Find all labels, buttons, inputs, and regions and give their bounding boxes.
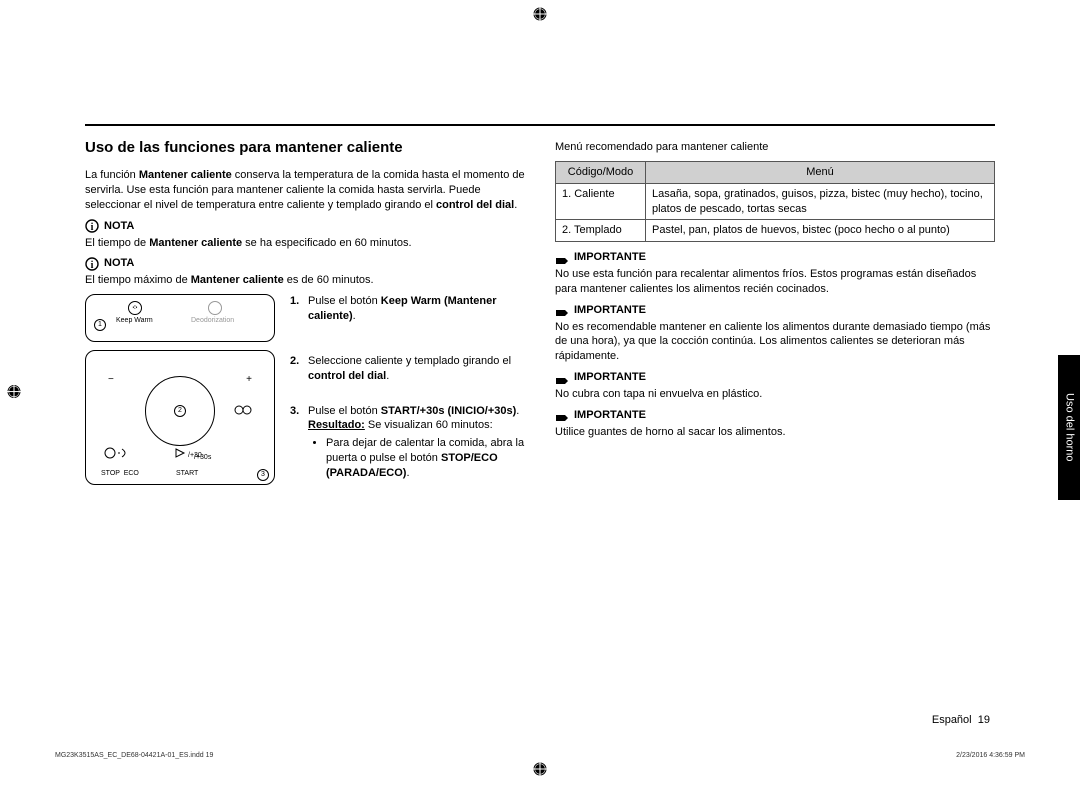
footer-date: 2/23/2016 4:36:59 PM [956,751,1025,760]
hand-icon [555,409,569,421]
panel-top: ፨ Keep Warm Deodorization 1 [85,294,275,342]
th-menu: Menú [646,161,995,183]
section-title: Uso de las funciones para mantener calie… [85,138,525,158]
important-1-body: No use esta función para recalentar alim… [555,267,995,297]
badge-1: 1 [94,319,106,331]
step-2: 2. Seleccione caliente y templado girand… [290,354,525,384]
menu-title: Menú recomendado para mantener caliente [555,140,995,155]
important-4-label: IMPORTANTE [555,408,995,423]
result-label: Resultado: [308,419,365,431]
menu-table: Código/Modo Menú 1. Caliente Lasaña, sop… [555,161,995,242]
step-3: 3. Pulse el botón START/+30s (INICIO/+30… [290,404,525,481]
footer-page: Español 19 [932,713,990,728]
crop-mark-left [6,384,22,405]
info-icon: i [85,219,99,233]
intro-t0: La función [85,169,139,181]
temp-icon [234,401,252,424]
intro-t4: . [514,199,517,211]
table-row: 2. Templado Pastel, pan, platos de huevo… [556,220,995,242]
note1-body: El tiempo de Mantener caliente se ha esp… [85,236,525,251]
minus-icon: − [108,373,114,387]
deodorization-icon [208,301,222,315]
steps-area: ፨ Keep Warm Deodorization 1 − + 2 [85,294,525,501]
keep-warm-label: Keep Warm [116,317,153,325]
note1-text: NOTA [104,219,134,234]
left-column: Uso de las funciones para mantener calie… [85,130,525,501]
intro-bold1: Mantener caliente [139,169,232,181]
side-tab-label: Uso del horno [1062,393,1077,462]
important-2-label: IMPORTANTE [555,303,995,318]
plus-icon: + [246,373,252,387]
th-codigo: Código/Modo [556,161,646,183]
note2-text: NOTA [104,256,134,271]
info-icon: i [85,257,99,271]
footer-file: MG23K3515AS_EC_DE68-04421A-01_ES.indd 19 [55,751,213,760]
note1-label: i NOTA [85,219,525,234]
intro-bold2: control del dial [436,199,514,211]
hand-icon [555,372,569,384]
steps-list: 1. Pulse el botón Keep Warm (Mantener ca… [290,294,525,501]
svg-text:i: i [91,222,94,233]
deodorization-label: Deodorization [191,317,234,325]
crop-mark-top [532,6,548,27]
important-3-body: No cubra con tapa ni envuelva en plástic… [555,387,995,402]
page-content: Uso de las funciones para mantener calie… [85,130,995,501]
hand-icon [555,252,569,264]
start-label: START [176,470,198,478]
right-column: Menú recomendado para mantener caliente … [555,130,995,501]
note2-label: i NOTA [85,256,525,271]
step-1: 1. Pulse el botón Keep Warm (Mantener ca… [290,294,525,324]
panel-bottom: − + 2 STOP ECO /+30s START 3 [85,350,275,485]
important-2-body: No es recomendable mantener en caliente … [555,320,995,365]
hand-icon [555,304,569,316]
control-panels: ፨ Keep Warm Deodorization 1 − + 2 [85,294,275,501]
badge-2: 2 [174,405,186,417]
crop-mark-bottom [532,761,548,782]
note2-body: El tiempo máximo de Mantener caliente es… [85,273,525,288]
important-1-label: IMPORTANTE [555,250,995,265]
intro-paragraph: La función Mantener caliente conserva la… [85,168,525,213]
svg-text:i: i [91,260,94,271]
table-row: 1. Caliente Lasaña, sopa, gratinados, gu… [556,183,995,220]
important-4-body: Utilice guantes de horno al sacar los al… [555,425,995,440]
important-3-label: IMPORTANTE [555,370,995,385]
stop-eco-icon [104,447,132,464]
badge-3: 3 [257,469,269,481]
side-tab: Uso del horno [1058,355,1080,500]
